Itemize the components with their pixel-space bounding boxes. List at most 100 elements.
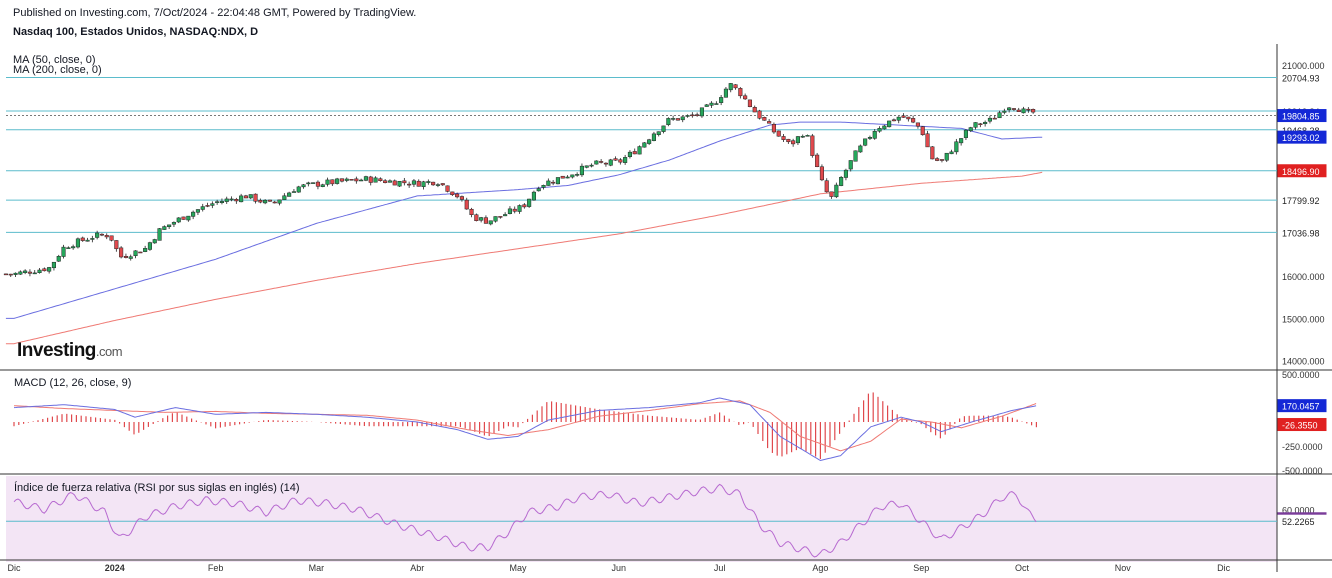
- candle-down: [272, 201, 277, 204]
- candle-down: [776, 130, 781, 137]
- candle-up: [709, 102, 714, 106]
- candle-down: [455, 193, 460, 198]
- macd-tick-label: -250.0000: [1282, 442, 1323, 452]
- candle-down: [383, 180, 388, 183]
- price-badge: 19293.02: [1282, 133, 1320, 143]
- candle-up: [176, 217, 181, 223]
- candle-up: [805, 135, 810, 137]
- candle-down: [752, 107, 757, 113]
- time-tick-label: Mar: [309, 563, 325, 573]
- candle-down: [815, 154, 820, 167]
- candle-up: [162, 226, 167, 230]
- candle-down: [767, 121, 772, 124]
- candle-down: [450, 191, 455, 196]
- candle-up: [157, 228, 162, 241]
- level-label: 20704.93: [1282, 74, 1320, 84]
- price-badge: 18496.90: [1282, 167, 1320, 177]
- logo-domain: .com: [95, 344, 123, 359]
- candle-up: [90, 238, 95, 240]
- candle-down: [911, 118, 916, 123]
- candle-up: [229, 198, 234, 201]
- candle-up: [287, 192, 292, 197]
- candle-up: [839, 177, 844, 186]
- candle-up: [728, 83, 733, 91]
- candle-down: [675, 118, 680, 121]
- candle-down: [99, 233, 104, 236]
- candle-up: [843, 169, 848, 178]
- price-badge-box: [1277, 109, 1327, 123]
- candle-down: [599, 161, 604, 163]
- candle-down: [512, 208, 517, 212]
- candle-up: [680, 116, 685, 121]
- candle-up: [224, 198, 229, 202]
- investing-logo: Investing.com: [17, 340, 123, 362]
- candle-up: [575, 174, 580, 176]
- candle-up: [37, 269, 42, 273]
- candle-up: [704, 104, 709, 107]
- candle-down: [786, 138, 791, 143]
- candle-up: [23, 270, 28, 273]
- candle-up: [411, 180, 416, 185]
- candle-down: [234, 199, 239, 202]
- candle-up: [699, 107, 704, 117]
- candle-down: [925, 133, 930, 148]
- candle-down: [695, 114, 700, 116]
- macd-badge: 170.0457: [1282, 402, 1320, 412]
- candle-up: [277, 199, 282, 204]
- level-label-box: [1277, 225, 1327, 239]
- candle-up: [215, 201, 220, 203]
- candle-down: [551, 181, 556, 184]
- macd-histogram: [13, 392, 1038, 460]
- candle-down: [349, 179, 354, 181]
- candle-up: [311, 182, 316, 184]
- candle-up: [191, 211, 196, 217]
- candle-down: [42, 268, 47, 272]
- candle-down: [690, 114, 695, 117]
- candle-down: [762, 117, 767, 121]
- candle-up: [570, 174, 575, 178]
- candle-up: [896, 116, 901, 121]
- candle-up: [263, 199, 268, 204]
- candle-down: [743, 95, 748, 100]
- candle-down: [824, 180, 829, 193]
- rsi-line: [13, 483, 1037, 558]
- candle-down: [114, 240, 119, 250]
- candle-up: [507, 208, 512, 214]
- candle-down: [123, 256, 128, 258]
- candle-up: [944, 152, 949, 161]
- macd-badge: -26.3550: [1282, 421, 1318, 431]
- rsi-badge-box: [1277, 514, 1327, 528]
- candle-up: [983, 121, 988, 125]
- candle-down: [603, 162, 608, 165]
- time-tick-label: Sep: [913, 563, 929, 573]
- rsi-badge: 52.2265: [1282, 517, 1315, 527]
- candle-down: [330, 179, 335, 185]
- candle-down: [27, 271, 32, 274]
- candle-up: [651, 133, 656, 141]
- candle-up: [584, 165, 589, 168]
- candle-down: [138, 251, 143, 254]
- candle-down: [618, 159, 623, 163]
- candle-down: [810, 135, 815, 156]
- candle-up: [71, 246, 76, 249]
- ma200-line: [5, 171, 1043, 345]
- candle-up: [435, 184, 440, 186]
- candle-up: [152, 239, 157, 244]
- candle-up: [61, 246, 66, 257]
- macd-tick-label: -500.0000: [1282, 466, 1323, 476]
- candle-down: [522, 204, 527, 208]
- candle-down: [930, 146, 935, 160]
- candle-down: [474, 214, 479, 221]
- time-tick-label: Jun: [612, 563, 627, 573]
- candle-up: [656, 131, 661, 135]
- candle-up: [565, 176, 570, 179]
- candle-up: [248, 194, 253, 199]
- candle-down: [407, 183, 412, 186]
- candle-down: [354, 178, 359, 182]
- candle-up: [325, 179, 330, 185]
- candle-up: [239, 195, 244, 203]
- candle-up: [32, 272, 37, 275]
- candle-up: [143, 248, 148, 252]
- candle-up: [503, 214, 508, 217]
